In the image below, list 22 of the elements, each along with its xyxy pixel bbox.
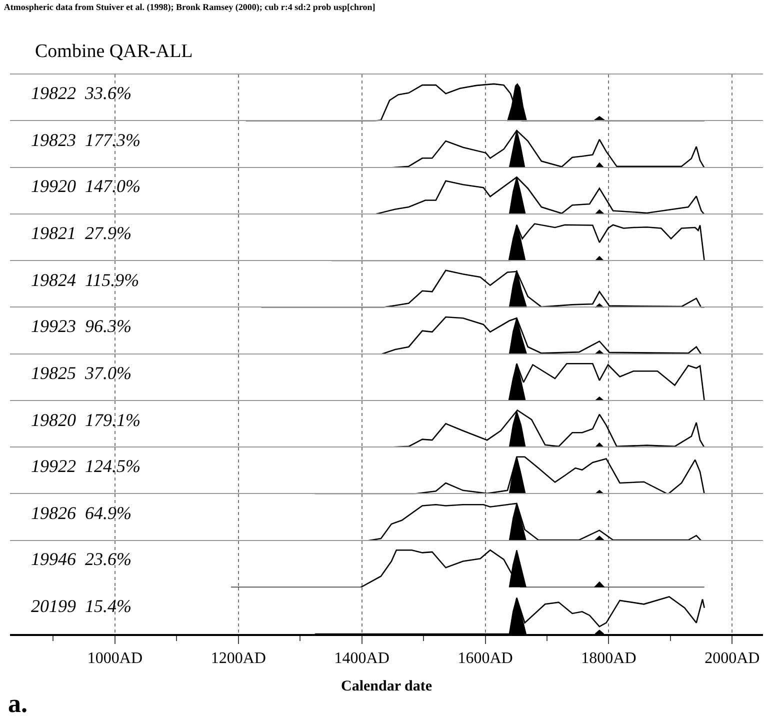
chart-title: 19823 177.3%: [31, 130, 140, 150]
chart-title: 19824 115.9%: [31, 270, 140, 290]
chart-title: 19820 179.1%: [31, 410, 140, 430]
chart-title: 19923 96.3%: [31, 316, 132, 336]
chart-title: 20199 15.4%: [31, 596, 132, 616]
chart-title: 19821 27.9%: [31, 223, 132, 243]
chart-title: 19922 124.5%: [31, 456, 140, 476]
chart-title: 19826 64.9%: [31, 503, 132, 523]
text: Atmospheric data from Stuiver et al. (1998); Bronk Ramsey (2000); cub r:4 sd:2 prob usp[chron]: [4, 2, 376, 12]
chart-title: 19825 37.0%: [31, 363, 132, 383]
chart-title: 19822 33.6%: [31, 83, 132, 103]
x-axis-title: Calendar date: [341, 678, 432, 694]
x-tick-label: 1400AD: [334, 650, 390, 667]
x-tick-label: 2000AD: [704, 650, 760, 667]
x-tick-label: 1600AD: [458, 650, 513, 667]
x-tick-label: 1800AD: [581, 650, 636, 667]
chart-title: 19920 147.0%: [31, 176, 140, 196]
chart-title: 19946 23.6%: [31, 549, 132, 569]
text: a.: [8, 689, 28, 718]
x-tick-label: 1200AD: [210, 650, 266, 667]
x-tick-label: 1000AD: [87, 650, 142, 667]
text: Combine QAR-ALL: [35, 41, 193, 62]
